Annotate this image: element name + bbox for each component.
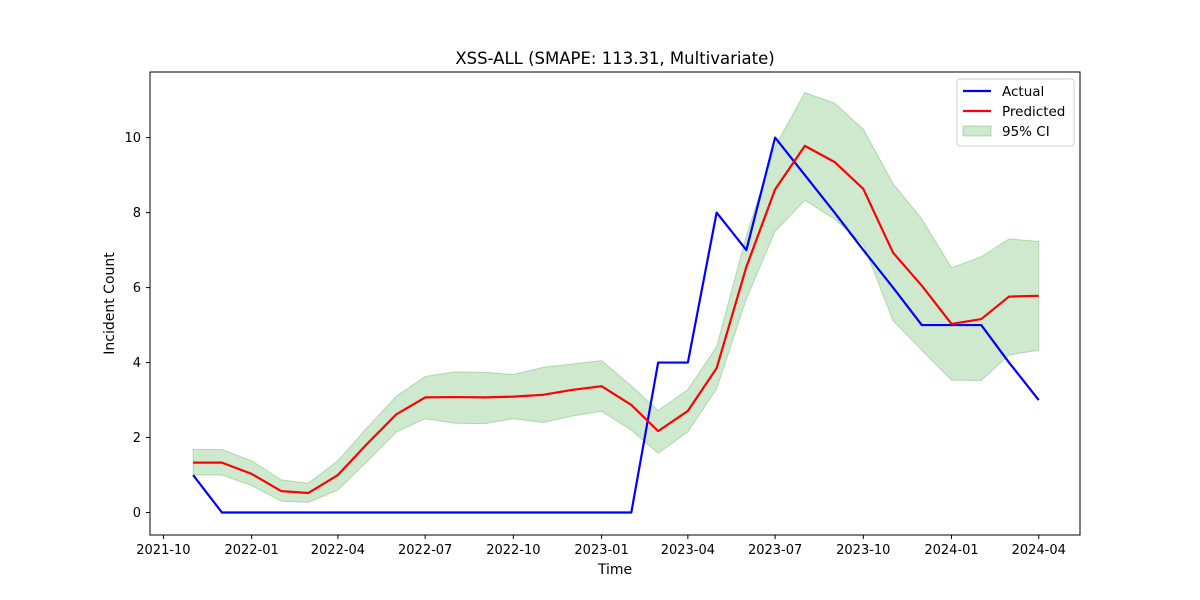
x-tick-label: 2023-01 bbox=[574, 543, 628, 558]
series-line-actual bbox=[192, 136, 1040, 514]
y-axis-label: Incident Count bbox=[102, 252, 118, 355]
confidence-band bbox=[192, 92, 1040, 503]
legend-swatch-ci bbox=[962, 125, 992, 137]
x-tick-label: 2022-10 bbox=[486, 543, 540, 558]
x-tick-label: 2022-07 bbox=[398, 543, 452, 558]
x-tick-label: 2023-04 bbox=[661, 543, 715, 558]
x-tick-label: 2023-10 bbox=[836, 543, 890, 558]
y-tick-label: 0 bbox=[133, 506, 141, 521]
x-tick-label: 2024-01 bbox=[924, 543, 978, 558]
legend-label-ci: 95% CI bbox=[1002, 124, 1050, 140]
y-tick-label: 4 bbox=[133, 356, 141, 371]
chart-title: XSS-ALL (SMAPE: 113.31, Multivariate) bbox=[455, 49, 774, 68]
x-tick-label: 2023-07 bbox=[748, 543, 802, 558]
series-line-predicted bbox=[193, 144, 1039, 495]
y-tick-label: 6 bbox=[133, 281, 141, 296]
y-tick-label: 10 bbox=[124, 131, 141, 146]
legend-box bbox=[956, 78, 1075, 147]
legend-label-predicted: Predicted bbox=[1002, 104, 1065, 120]
x-tick-label: 2021-10 bbox=[136, 543, 190, 558]
x-tick-label: 2022-04 bbox=[311, 543, 365, 558]
legend: Actual Predicted 95% CI bbox=[956, 78, 1075, 147]
y-tick-label: 2 bbox=[133, 431, 141, 446]
legend-label-actual: Actual bbox=[1002, 84, 1044, 100]
x-tick-label: 2024-04 bbox=[1012, 543, 1066, 558]
x-axis-label: Time bbox=[597, 562, 632, 578]
y-tick-label: 8 bbox=[133, 206, 141, 221]
x-tick-label: 2022-01 bbox=[224, 543, 278, 558]
plot-frame bbox=[149, 71, 1081, 536]
